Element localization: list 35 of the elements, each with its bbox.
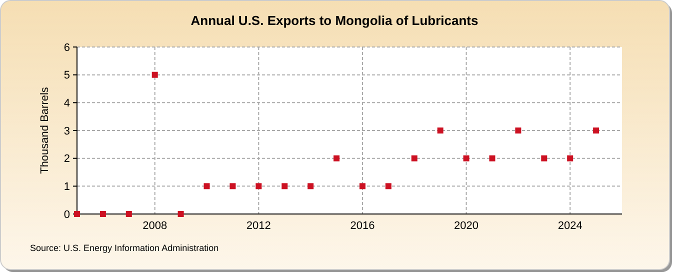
y-tick-label: 3 xyxy=(64,125,70,138)
x-tick-label: 2020 xyxy=(454,220,479,232)
point xyxy=(256,183,262,190)
point xyxy=(230,183,236,190)
point xyxy=(282,183,288,190)
point xyxy=(334,155,340,162)
point xyxy=(463,155,470,162)
y-tick-label: 0 xyxy=(64,208,70,221)
x-tick-label: 2008 xyxy=(142,220,168,232)
point xyxy=(593,128,600,134)
y-tick-label: 6 xyxy=(64,42,70,54)
x-tick-label: 2016 xyxy=(350,220,375,232)
x-tick-label: 2024 xyxy=(558,220,582,232)
source-note: Source: U.S. Energy Information Administration xyxy=(30,243,219,253)
point xyxy=(178,211,184,217)
point xyxy=(567,155,574,162)
y-tick-label: 5 xyxy=(64,70,70,82)
point xyxy=(411,155,418,162)
y-axis-title: Thousand Barrels xyxy=(39,86,51,174)
point xyxy=(437,128,444,134)
point xyxy=(385,183,392,190)
y-tick-label: 4 xyxy=(64,98,70,110)
point xyxy=(126,211,132,217)
y-tick-label: 1 xyxy=(64,181,70,194)
point xyxy=(152,72,158,78)
y-tick-label: 2 xyxy=(64,153,70,166)
point xyxy=(204,183,210,190)
point xyxy=(359,183,366,190)
chart-title: Annual U.S. Exports to Mongolia of Lubricants xyxy=(190,13,478,28)
point xyxy=(515,128,522,134)
point xyxy=(541,155,548,162)
point xyxy=(308,183,314,190)
x-tick-label: 2012 xyxy=(246,220,271,232)
point xyxy=(100,211,106,217)
point xyxy=(489,155,496,162)
